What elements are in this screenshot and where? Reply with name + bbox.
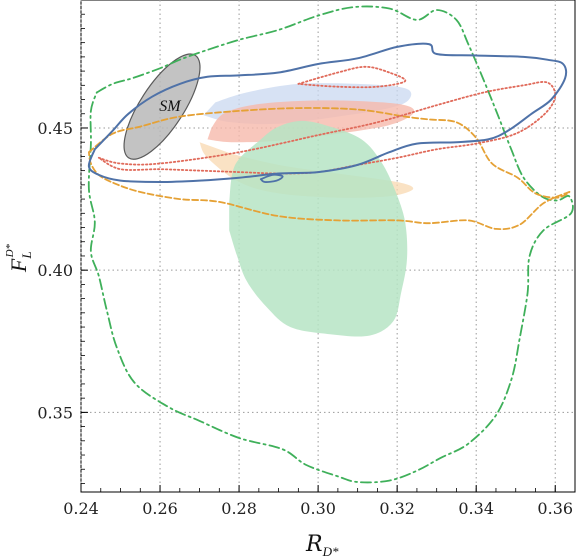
contour-line-green [87,5,574,484]
x-tick-label: 0.36 [537,499,573,518]
svg-text:FLD*: FLD* [4,243,34,273]
confidence-region-red [207,100,415,143]
x-axis-title-main: R [305,532,323,557]
x-tick-label: 0.30 [300,499,336,518]
annotation-sm: SM [159,98,182,115]
y-tick-label: 0.35 [37,403,73,422]
axis-ticks [80,13,556,492]
x-tick-label: 0.26 [142,499,178,518]
contour-line-red [297,65,407,89]
x-tick-label: 0.34 [458,499,494,518]
contour-regions [87,5,574,484]
y-axis-title-sup: D* [4,243,16,258]
x-tick-label: 0.32 [379,499,415,518]
sm-ellipse [123,53,201,160]
x-axis-title-sub: D* [322,544,339,559]
tick-labels: 0.24 0.26 0.28 0.30 0.32 0.34 0.36 0.35 0.40 0.45 [37,119,573,518]
y-axis-title-main: F [6,258,31,273]
y-tick-label: 0.40 [37,261,73,280]
x-axis-title: RD* [305,532,339,559]
y-axis-title-sub: L [19,251,34,259]
x-tick-label: 0.28 [221,499,257,518]
x-tick-label: 0.24 [63,499,99,518]
contour-line-red [97,81,557,175]
contour-line-blue [87,42,568,183]
contour-line-blue [259,173,284,183]
y-axis-title: FLD* [4,243,34,273]
y-tick-label: 0.45 [37,119,73,138]
grid-lines [80,0,575,492]
contour-line-orange [88,107,571,231]
